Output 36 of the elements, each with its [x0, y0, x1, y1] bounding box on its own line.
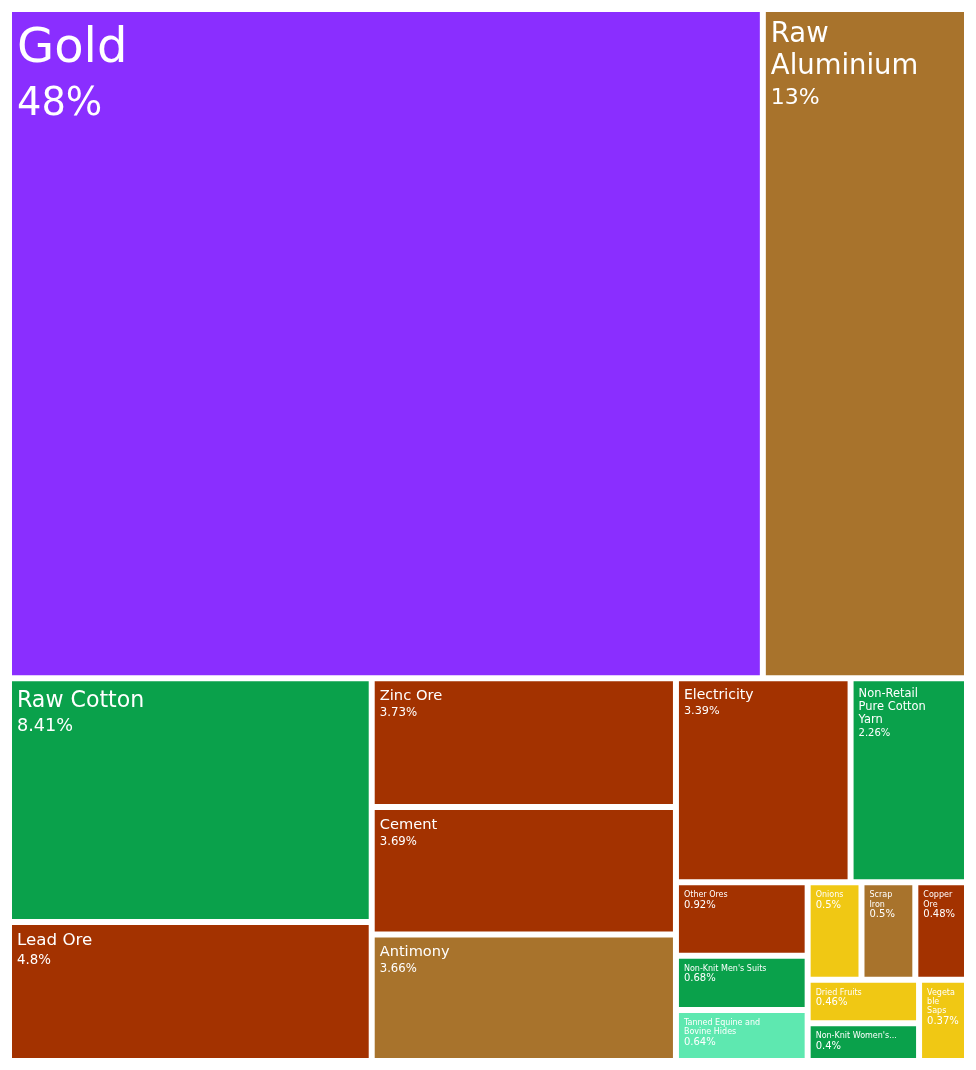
data-label: 8.41% — [17, 714, 74, 735]
category-label: Copper Ore — [923, 890, 955, 909]
data-label: 48% — [17, 78, 103, 124]
category-label: Zinc Ore — [379, 686, 443, 704]
category-label: Tanned Equine and Bovine Hides — [682, 1018, 763, 1037]
data-label: 0.68% — [683, 972, 716, 984]
data-label: 0.5% — [815, 898, 842, 910]
category-label: Non-Retail Pure Cotton Yarn — [857, 685, 930, 727]
category-label: Non-Knit Men's Suits — [683, 963, 767, 973]
data-label: 0.64% — [683, 1035, 716, 1047]
data-label: 3.39% — [683, 704, 720, 718]
category-label: Antimony — [379, 942, 450, 960]
data-label: 2.26% — [858, 727, 891, 739]
category-label: Electricity — [683, 686, 754, 703]
data-label: 3.66% — [379, 961, 417, 976]
category-label: Non-Knit Women's... — [815, 1031, 897, 1041]
data-label: 3.73% — [379, 704, 418, 719]
data-label: 0.4% — [815, 1039, 842, 1051]
category-label: Onions — [815, 890, 844, 900]
data-label: 0.48% — [923, 907, 956, 919]
category-label: Gold — [17, 16, 128, 73]
category-label: Raw Aluminium — [770, 17, 919, 80]
data-label: 0.5% — [869, 907, 895, 919]
data-label: 4.8% — [17, 951, 51, 967]
category-label: Scrap Iron — [869, 890, 895, 909]
data-label: 0.92% — [683, 898, 716, 910]
data-label: 3.69% — [379, 833, 417, 848]
category-label: Lead Ore — [17, 930, 93, 950]
category-label: Raw Cotton — [17, 685, 145, 712]
data-label: 0.37% — [927, 1014, 959, 1026]
data-label: 0.46% — [815, 996, 848, 1008]
category-label: Vegetable Saps — [927, 987, 955, 1016]
data-label: 13% — [770, 84, 820, 110]
category-label: Dried Fruits — [815, 987, 862, 997]
category-label: Cement — [379, 815, 438, 832]
category-label: Other Ores — [683, 890, 728, 900]
